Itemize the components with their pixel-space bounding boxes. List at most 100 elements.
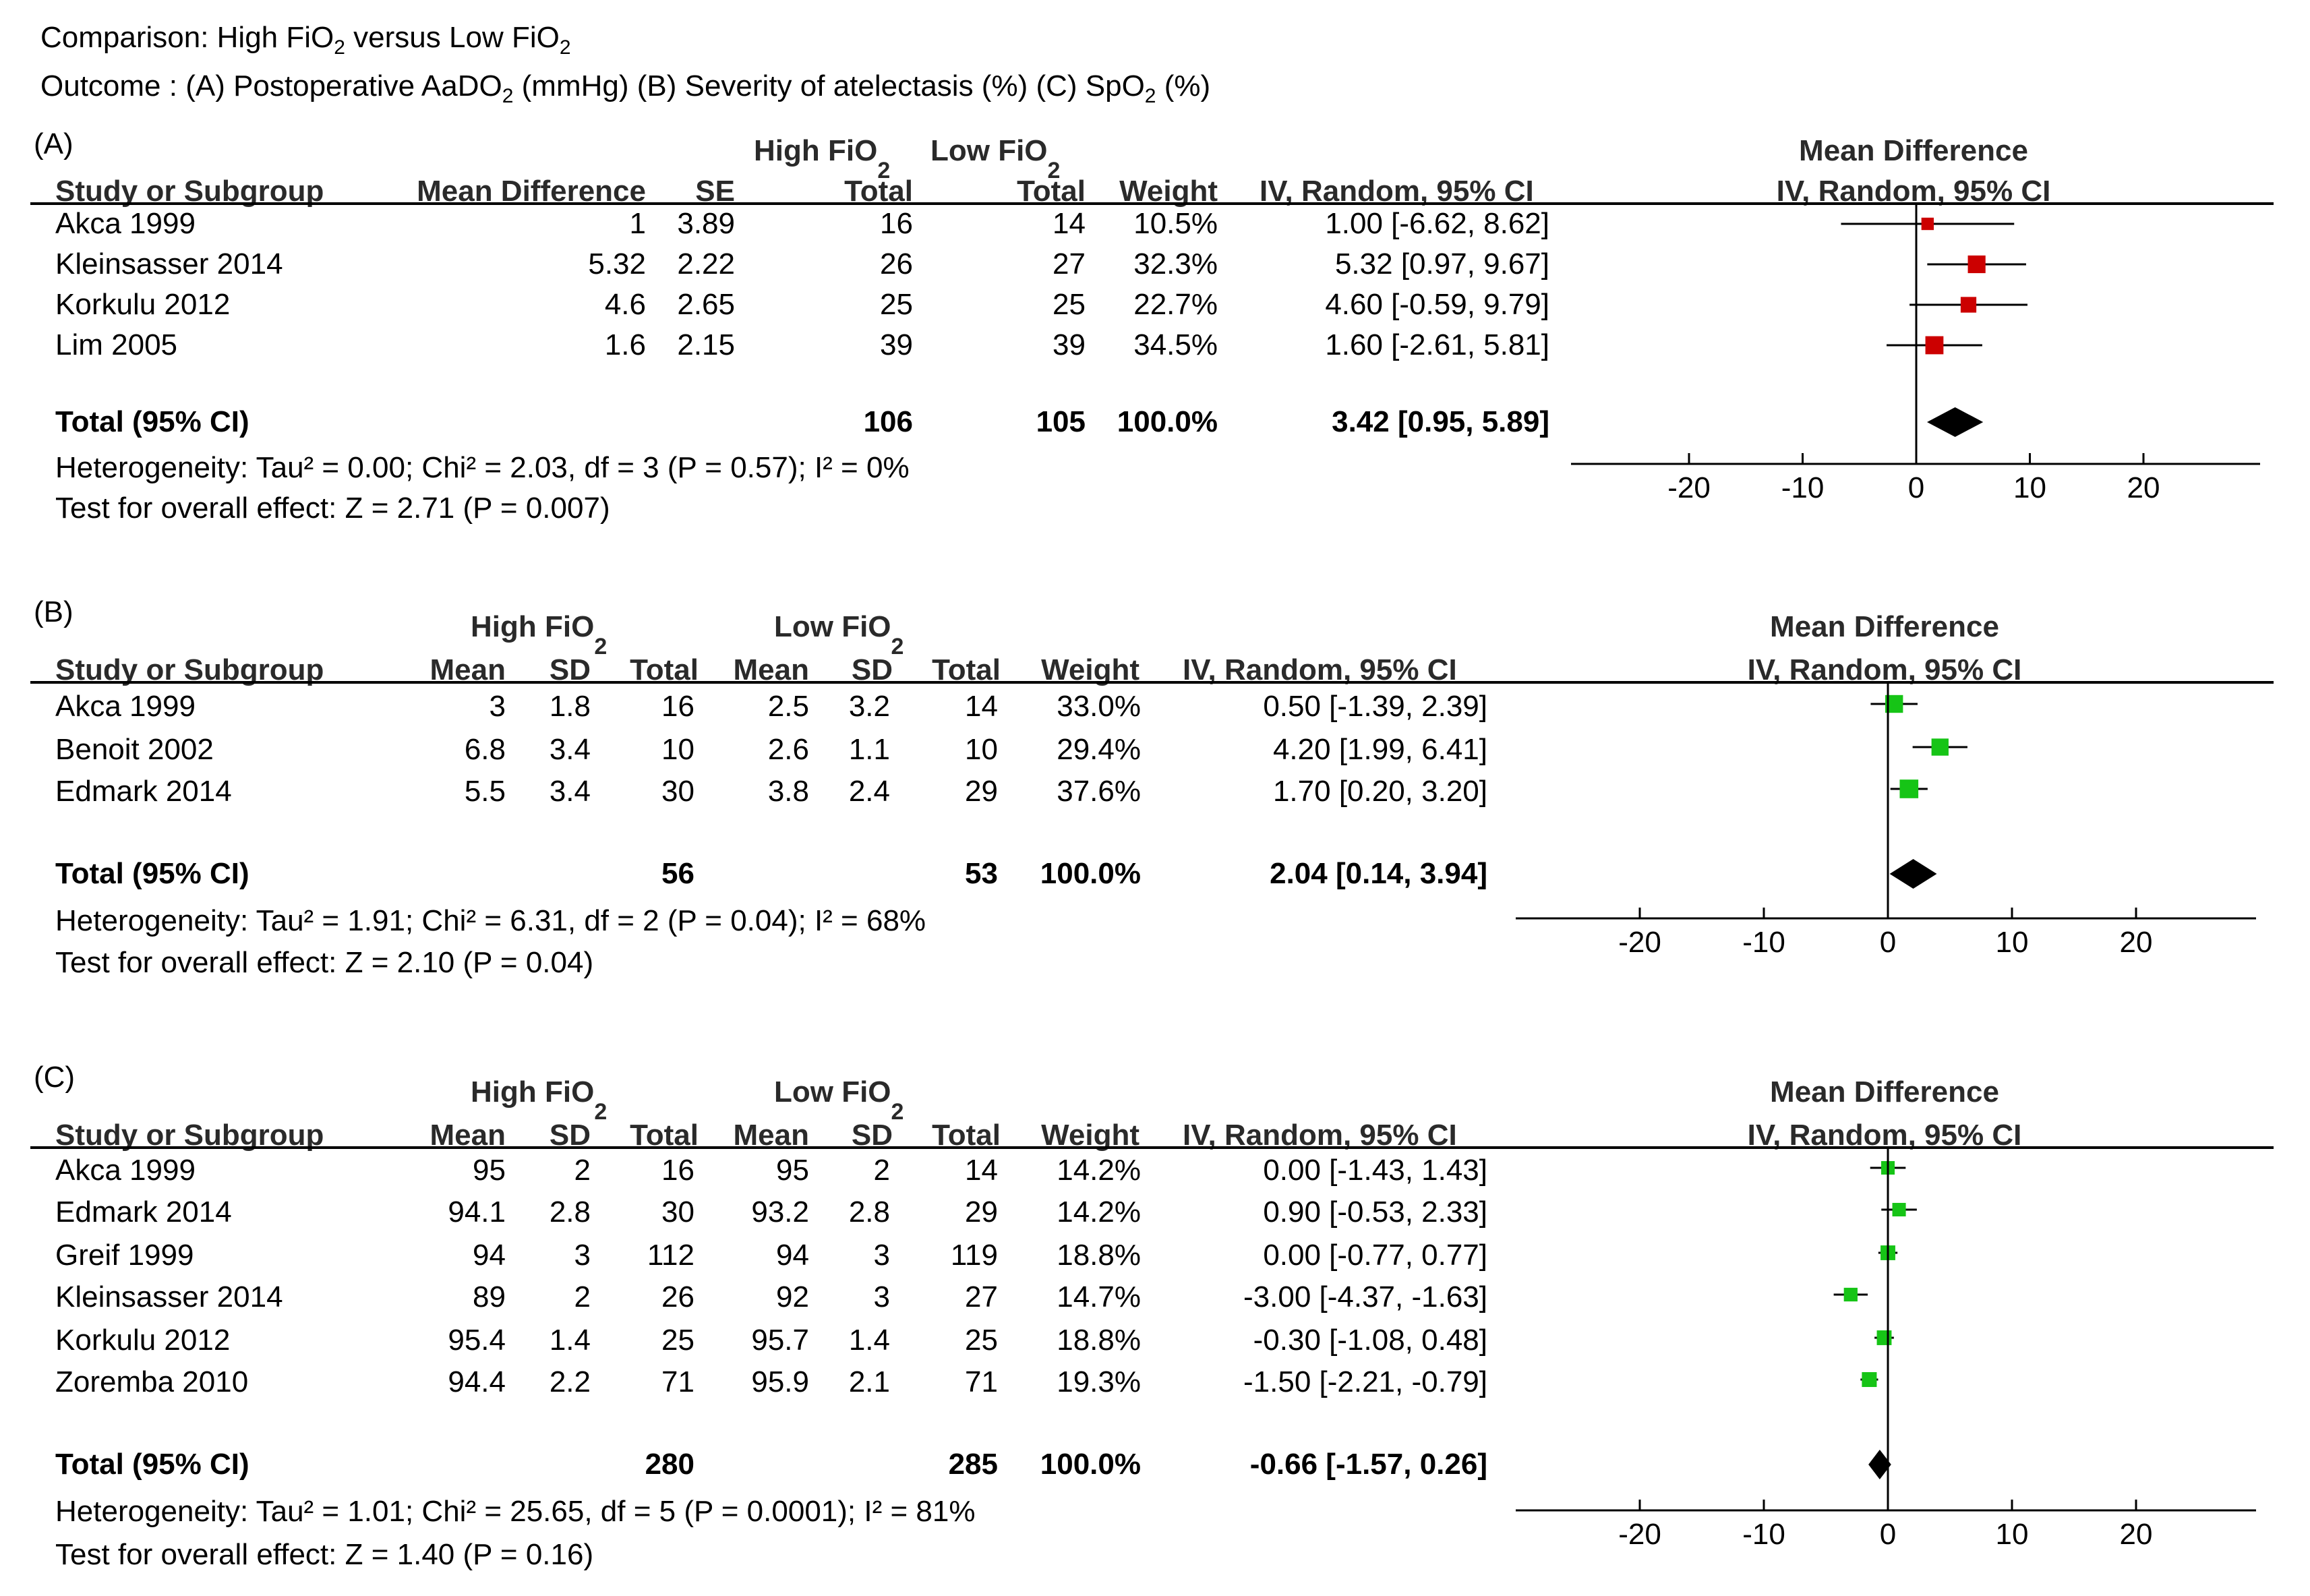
column-header: Study or Subgroup	[55, 175, 324, 208]
group-header-low: Low FiO2	[930, 134, 1060, 183]
study-cell: 95	[776, 1154, 809, 1187]
study-name: Kleinsasser 2014	[55, 1280, 283, 1313]
study-cell: 14	[965, 690, 998, 723]
study-cell: 92	[776, 1280, 809, 1313]
heterogeneity-text: Heterogeneity: Tau² = 0.00; Chi² = 2.03,…	[55, 451, 910, 484]
x-axis-tick-label: 0	[1908, 471, 1924, 504]
study-cell: 14	[965, 1154, 998, 1187]
study-cell: 3	[874, 1280, 890, 1313]
group-header-high: High FiO2	[471, 1075, 607, 1125]
study-cell: 4.20 [1.99, 6.41]	[1273, 733, 1487, 766]
study-cell: 25	[880, 288, 913, 321]
panel-label: (B)	[34, 595, 73, 628]
study-name: Akca 1999	[55, 1154, 196, 1187]
study-point-marker	[1899, 779, 1919, 798]
study-cell: 1.60 [-2.61, 5.81]	[1325, 328, 1549, 361]
study-cell: 29.4%	[1057, 733, 1141, 766]
study-name: Edmark 2014	[55, 775, 232, 808]
group-header-high-sub: 2	[594, 634, 607, 659]
study-cell: 5.32 [0.97, 9.67]	[1335, 247, 1549, 280]
group-header-low-text: Low FiO	[930, 134, 1048, 167]
study-cell: 2.1	[849, 1365, 890, 1398]
column-header: SE	[695, 175, 735, 208]
study-name: Korkulu 2012	[55, 1324, 230, 1357]
study-cell: 3.4	[550, 775, 591, 808]
column-header: Mean	[734, 1119, 809, 1152]
group-header-low-text: Low FiO	[774, 610, 891, 643]
study-cell: 5.5	[465, 775, 506, 808]
group-header-high-sub: 2	[594, 1099, 607, 1125]
study-cell: 2.65	[677, 288, 735, 321]
study-cell: 18.8%	[1057, 1239, 1141, 1272]
plot-header-title: Mean Difference	[1799, 134, 2028, 167]
study-cell: 0.00 [-1.43, 1.43]	[1263, 1154, 1487, 1187]
pooled-estimate-diamond	[1889, 859, 1937, 889]
study-cell: 1.00 [-6.62, 8.62]	[1325, 207, 1549, 240]
study-cell: 2.8	[550, 1195, 591, 1229]
study-cell: 119	[951, 1239, 998, 1272]
outcome-line: Outcome : (A) Postoperative AaDO2 (mmHg)…	[40, 69, 1210, 107]
study-cell: 27	[965, 1280, 998, 1313]
study-cell: 95.9	[751, 1365, 809, 1398]
study-cell: 29	[965, 775, 998, 808]
figure-title: Comparison: High FiO2 versus Low FiO2	[40, 21, 571, 59]
study-point-marker	[1967, 255, 1986, 274]
column-header: Total	[630, 653, 699, 686]
column-header: Weight	[1041, 653, 1139, 686]
overall-effect-text: Test for overall effect: Z = 1.40 (P = 0…	[55, 1538, 593, 1571]
study-cell: 6.8	[465, 733, 506, 766]
x-axis-tick-label: 0	[1880, 1518, 1896, 1551]
pooled-estimate-diamond	[1927, 407, 1984, 437]
study-cell: 30	[661, 1195, 694, 1229]
total-label: Total (95% CI)	[55, 405, 249, 438]
study-cell: 2.8	[849, 1195, 890, 1229]
column-header: SD	[852, 653, 893, 686]
study-cell: 14.7%	[1057, 1280, 1141, 1313]
study-cell: 25	[661, 1324, 694, 1357]
column-header: Weight	[1119, 175, 1218, 208]
study-cell: 16	[661, 1154, 694, 1187]
study-cell: 2.6	[768, 733, 809, 766]
study-point-marker	[1892, 1202, 1906, 1217]
study-name: Akca 1999	[55, 207, 196, 240]
study-cell: 14	[1053, 207, 1086, 240]
study-cell: 2.5	[768, 690, 809, 723]
total-label: Total (95% CI)	[55, 1448, 249, 1481]
study-cell: 1.6	[605, 328, 646, 361]
study-cell: 32.3%	[1133, 247, 1218, 280]
x-axis-tick-label: 10	[2013, 471, 2046, 504]
study-cell: 1	[630, 207, 646, 240]
study-cell: 30	[661, 775, 694, 808]
study-cell: 33.0%	[1057, 690, 1141, 723]
study-name: Zoremba 2010	[55, 1365, 248, 1398]
overall-effect-text: Test for overall effect: Z = 2.10 (P = 0…	[55, 946, 593, 979]
study-cell: 1.4	[849, 1324, 890, 1357]
column-header: Total	[844, 175, 913, 208]
group-header-low-sub: 2	[1048, 158, 1061, 183]
study-cell: 18.8%	[1057, 1324, 1141, 1357]
study-cell: 3.2	[849, 690, 890, 723]
study-cell: 94	[473, 1239, 506, 1272]
study-cell: 2.2	[550, 1365, 591, 1398]
study-point-marker	[1876, 1330, 1892, 1345]
column-header: Mean	[430, 1119, 506, 1152]
x-axis-tick-label: 20	[2120, 926, 2153, 959]
column-header: SD	[852, 1119, 893, 1152]
study-cell: 39	[880, 328, 913, 361]
plot-header-subtitle: IV, Random, 95% CI	[1748, 1119, 2022, 1152]
panel-label: (A)	[34, 127, 73, 160]
x-axis-tick-label: -10	[1781, 471, 1825, 504]
study-cell: -1.50 [-2.21, -0.79]	[1243, 1365, 1487, 1398]
group-header-low-sub: 2	[891, 1099, 904, 1125]
study-name: Korkulu 2012	[55, 288, 230, 321]
study-cell: 94	[776, 1239, 809, 1272]
study-point-marker	[1921, 217, 1934, 231]
x-axis-tick-label: 20	[2127, 471, 2160, 504]
overall-effect-text: Test for overall effect: Z = 2.71 (P = 0…	[55, 492, 610, 525]
study-cell: 34.5%	[1133, 328, 1218, 361]
study-cell: 89	[473, 1280, 506, 1313]
study-cell: 19.3%	[1057, 1365, 1141, 1398]
study-cell: 71	[661, 1365, 694, 1398]
